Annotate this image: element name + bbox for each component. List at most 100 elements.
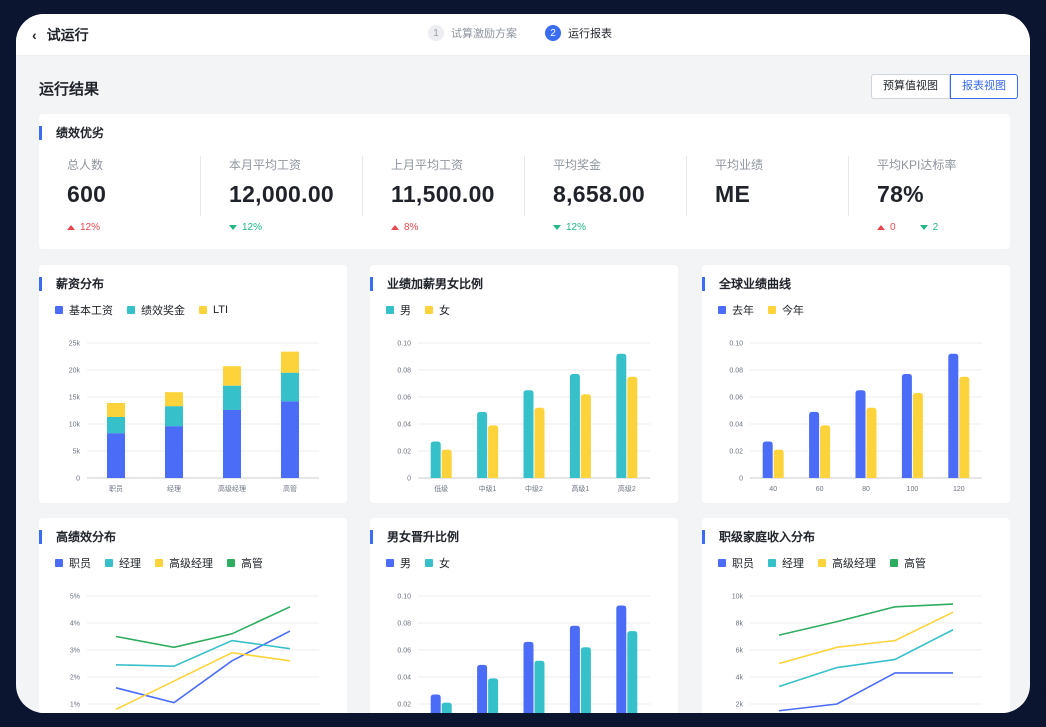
x-tick-label: 40: [769, 486, 777, 493]
page-title: 运行结果: [39, 81, 100, 98]
budget-view-button[interactable]: 预算值视图: [871, 74, 950, 99]
bar: [580, 647, 591, 713]
kpi-trend: 8%: [391, 222, 418, 233]
y-tick-label: 5k: [73, 449, 81, 456]
bar-segment: [281, 401, 299, 478]
bar: [855, 390, 866, 478]
bar: [580, 394, 591, 478]
y-tick-label: 2%: [70, 675, 80, 682]
kpi-label: 上月平均工资: [391, 158, 464, 172]
series-line: [115, 606, 291, 649]
y-tick-label: 0.02: [397, 449, 411, 456]
trend-value: 2: [932, 222, 939, 233]
y-tick-label: 4k: [736, 675, 744, 682]
arrow-up-icon: [877, 225, 885, 230]
bar: [430, 694, 441, 713]
legend-item[interactable]: 职员: [55, 555, 91, 571]
bar-segment: [165, 392, 183, 407]
y-tick-label: 1%: [70, 702, 80, 709]
arrow-up-icon: [391, 225, 399, 230]
bar: [912, 392, 923, 478]
chart-card-gender-promo: 男女晋升比例 男女 00.020.040.060.080.10低级中级1中级2高…: [370, 518, 678, 713]
kpi-label: 平均奖金: [553, 158, 602, 172]
bar: [523, 390, 534, 478]
bar-segment: [107, 402, 125, 417]
legend-item[interactable]: 高级经理: [155, 555, 213, 571]
legend-swatch: [386, 306, 394, 314]
legend-label: 今年: [782, 305, 804, 317]
trend-value: 8%: [404, 222, 419, 233]
y-tick-label: 0.10: [397, 594, 411, 601]
series-line: [778, 611, 954, 665]
arrow-up-icon: [67, 225, 75, 230]
kpi-value: 78%: [877, 181, 924, 207]
x-tick-label: 高级经理: [218, 484, 246, 493]
y-tick-label: 15k: [69, 395, 81, 402]
kpi-value: 600: [67, 181, 107, 207]
legend-item[interactable]: 职员: [718, 555, 754, 571]
legend-item[interactable]: 基本工资: [55, 302, 113, 318]
y-tick-label: 20k: [69, 368, 81, 375]
legend-swatch: [55, 306, 63, 314]
legend-label: 经理: [782, 558, 804, 570]
legend-item[interactable]: 去年: [718, 302, 754, 318]
step-2[interactable]: 2 运行报表: [545, 25, 612, 41]
arrow-down-icon: [919, 225, 928, 230]
legend-item[interactable]: 女: [425, 555, 450, 571]
trend-up: 12%: [67, 222, 100, 233]
y-tick-label: 0.10: [729, 341, 743, 348]
legend-item[interactable]: 高级经理: [818, 555, 876, 571]
bar: [441, 702, 452, 713]
legend-item[interactable]: 高管: [227, 555, 263, 571]
series-line: [778, 603, 954, 636]
card-title: 高绩效分布: [39, 530, 116, 544]
kpi-trend: 12%: [553, 222, 586, 233]
trend-down: 12%: [229, 222, 262, 233]
report-view-button[interactable]: 报表视图: [950, 74, 1018, 99]
legend-swatch: [105, 559, 113, 567]
card-title: 职级家庭收入分布: [702, 530, 815, 544]
bar-segment: [165, 426, 183, 478]
y-tick-label: 4%: [70, 621, 80, 628]
x-tick-label: 高级2: [618, 484, 636, 493]
legend-label: 经理: [119, 558, 141, 570]
legend-item[interactable]: 经理: [768, 555, 804, 571]
legend-item[interactable]: 今年: [768, 302, 804, 318]
chart-legend: 男女: [386, 302, 450, 318]
step-number: 1: [428, 25, 444, 41]
kpi-row: 总人数 600 12% 本月平均工资 12,000.00 12% 上月平均工资 11,500.…: [39, 156, 1010, 233]
x-tick-label: 60: [816, 486, 824, 493]
x-tick-label: 中级2: [525, 484, 543, 493]
salary-chart: 0 5k 10k 15k 20k 25k 职员 经理 高级经理 高管: [69, 341, 319, 493]
card-title: 薪资分布: [39, 277, 104, 291]
legend-item[interactable]: 男: [386, 302, 411, 318]
x-tick-label: 低级: [434, 484, 448, 493]
bar: [441, 449, 452, 478]
x-tick-label: 中级1: [479, 484, 497, 493]
legend-label: 女: [439, 305, 450, 317]
step-1[interactable]: 1 试算激励方案: [428, 25, 517, 41]
chart-legend: 去年 今年: [718, 302, 804, 318]
bar: [569, 374, 580, 478]
legend-swatch: [386, 559, 394, 567]
x-tick-label: 120: [953, 486, 965, 493]
legend-label: 女: [439, 558, 450, 570]
legend-item[interactable]: 女: [425, 302, 450, 318]
legend-item[interactable]: 经理: [105, 555, 141, 571]
legend-item[interactable]: 男: [386, 555, 411, 571]
kpi-item: 平均KPI达标率 78% 0 2: [849, 156, 1010, 233]
y-tick-label: 25k: [69, 341, 81, 348]
kpi-label: 平均业绩: [715, 158, 764, 172]
bar: [534, 407, 545, 478]
x-tick-label: 80: [862, 486, 870, 493]
bar: [948, 353, 959, 478]
top-bar: ‹ 试运行 1 试算激励方案 2 运行报表: [16, 14, 1030, 56]
y-tick-label: 10k: [732, 594, 744, 601]
legend-item[interactable]: LTI: [199, 302, 228, 318]
y-tick-label: 0.02: [397, 702, 411, 709]
legend-item[interactable]: 高管: [890, 555, 926, 571]
legend-item[interactable]: 绩效奖金: [127, 302, 185, 318]
back-button[interactable]: ‹ 试运行: [32, 26, 112, 44]
